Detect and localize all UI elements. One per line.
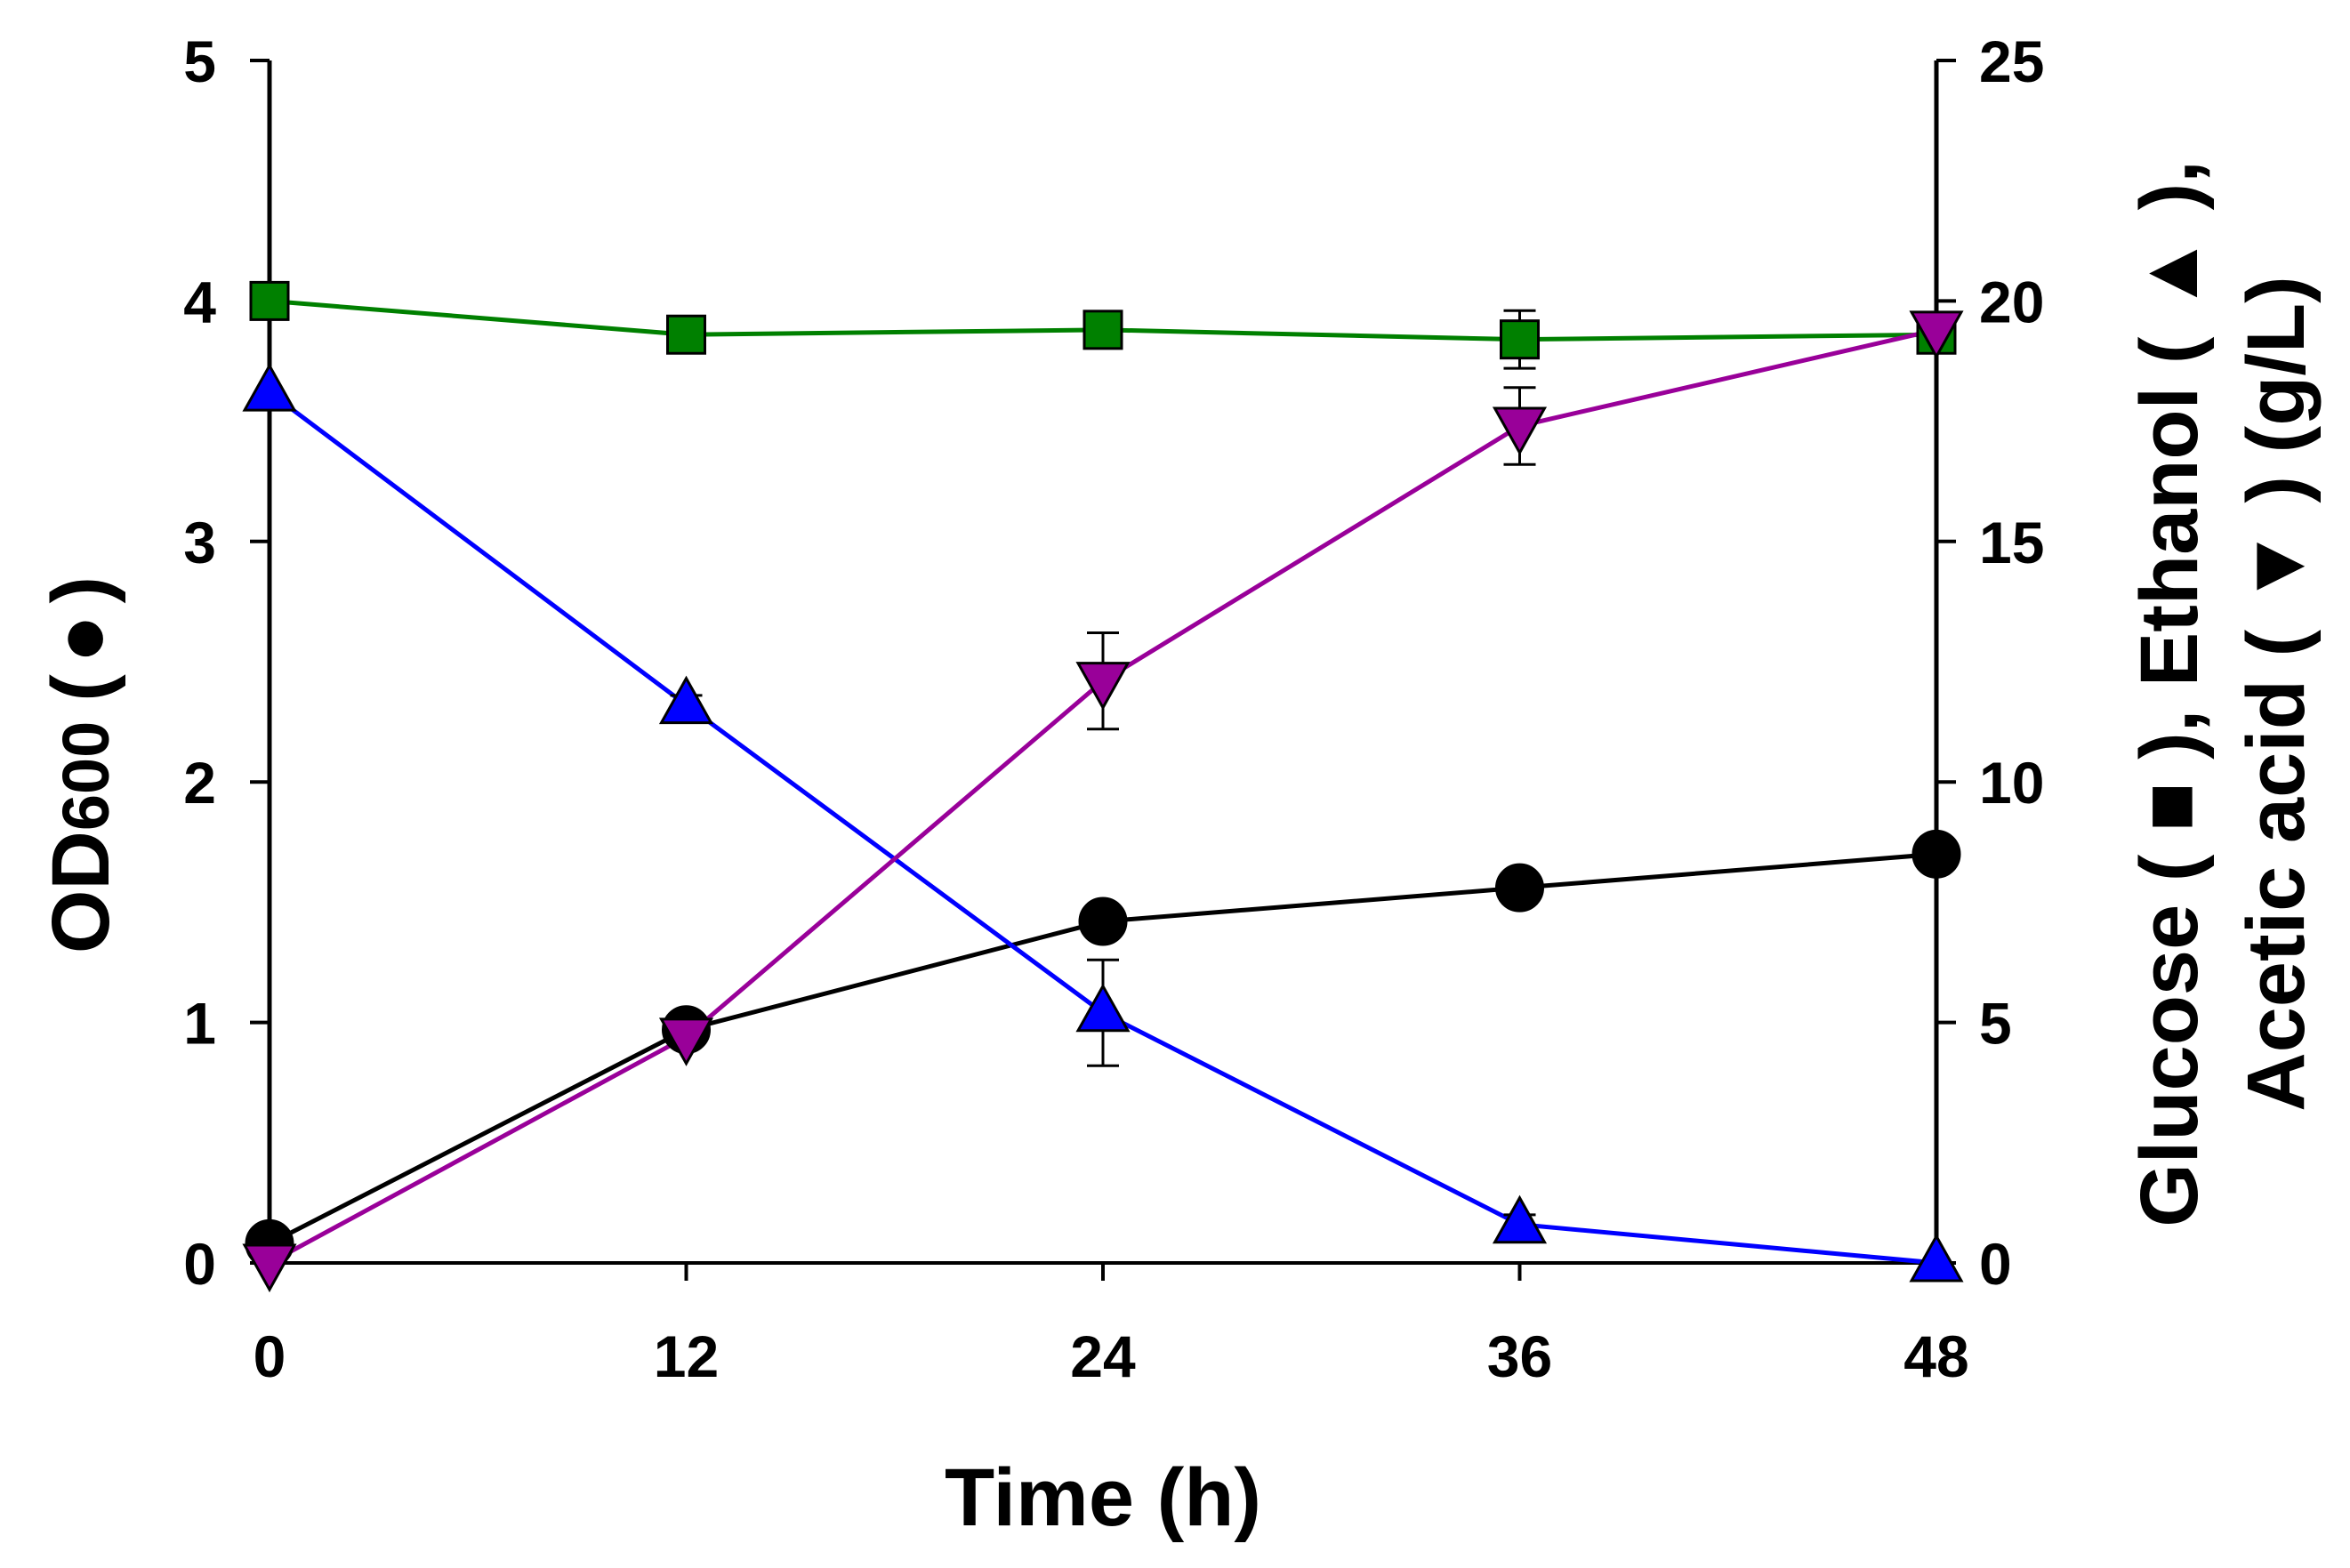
- glucose-point: [1500, 319, 1540, 360]
- left-axis-title-marker: ●: [36, 614, 126, 663]
- right-y-tick-label: 10: [1979, 750, 2044, 816]
- acetic-acid-line: [268, 327, 1937, 1266]
- ethanol-point: [1492, 1194, 1548, 1244]
- left-axis-title-main: OD: [36, 831, 126, 953]
- error-bars: [670, 309, 1952, 1236]
- left-axis-title-open: (: [36, 674, 126, 702]
- left-axis-title: OD600 ( ●): [36, 576, 126, 953]
- ethanol-line: [268, 390, 1937, 1266]
- acetic-acid-point: [1075, 662, 1131, 711]
- left-y-tick-label: 2: [183, 750, 216, 816]
- ethanol-point: [1075, 983, 1131, 1033]
- right-y-tick-label: 20: [1979, 269, 2044, 334]
- od600-point: [1495, 863, 1544, 913]
- od600-point: [1078, 897, 1128, 946]
- left-y-tick-label: 5: [183, 28, 216, 94]
- left-y-tick-label: 3: [183, 510, 216, 575]
- od600-point: [1911, 829, 1961, 879]
- right-y-tick-label: 25: [1979, 28, 2044, 94]
- glucose-point: [666, 314, 706, 355]
- acetic-acid-point: [1909, 310, 1964, 359]
- left-y-tick-label: 1: [183, 991, 216, 1057]
- acetic-acid-point: [242, 1243, 297, 1293]
- glucose-point: [1082, 310, 1123, 350]
- series-lines: [268, 298, 1937, 1266]
- left-y-tick-label: 0: [183, 1231, 216, 1297]
- glucose-point: [249, 280, 290, 321]
- right-y-tick-label: 5: [1979, 991, 2012, 1057]
- axes: [250, 59, 1956, 1281]
- left-axis-title-close: ): [36, 576, 126, 604]
- x-tick-label: 12: [654, 1323, 719, 1389]
- acetic-acid-point: [1492, 406, 1548, 456]
- right-y-tick-label: 0: [1979, 1231, 2012, 1297]
- ethanol-point: [1909, 1233, 1964, 1283]
- left-axis-title-subscript: 600: [49, 721, 123, 831]
- right-axis-title-line2: Acetic acid ( ▼ ) (g/L): [2231, 276, 2322, 1112]
- x-tick-label: 24: [1070, 1323, 1136, 1389]
- x-tick-label: 0: [254, 1323, 286, 1389]
- left-y-tick-label: 4: [183, 269, 216, 334]
- x-axis-title: Time (h): [945, 1452, 1261, 1543]
- acetic-acid-point: [658, 1017, 714, 1066]
- ethanol-point: [242, 363, 297, 412]
- ethanol-point: [658, 675, 714, 725]
- x-tick-label: 48: [1903, 1323, 1968, 1389]
- right-axis-title-line1: Glucose ( ■ ), Ethanol ( ▲ ),: [2124, 160, 2215, 1227]
- right-y-tick-label: 15: [1979, 510, 2044, 575]
- x-tick-label: 36: [1487, 1323, 1552, 1389]
- series-markers: [242, 280, 1964, 1293]
